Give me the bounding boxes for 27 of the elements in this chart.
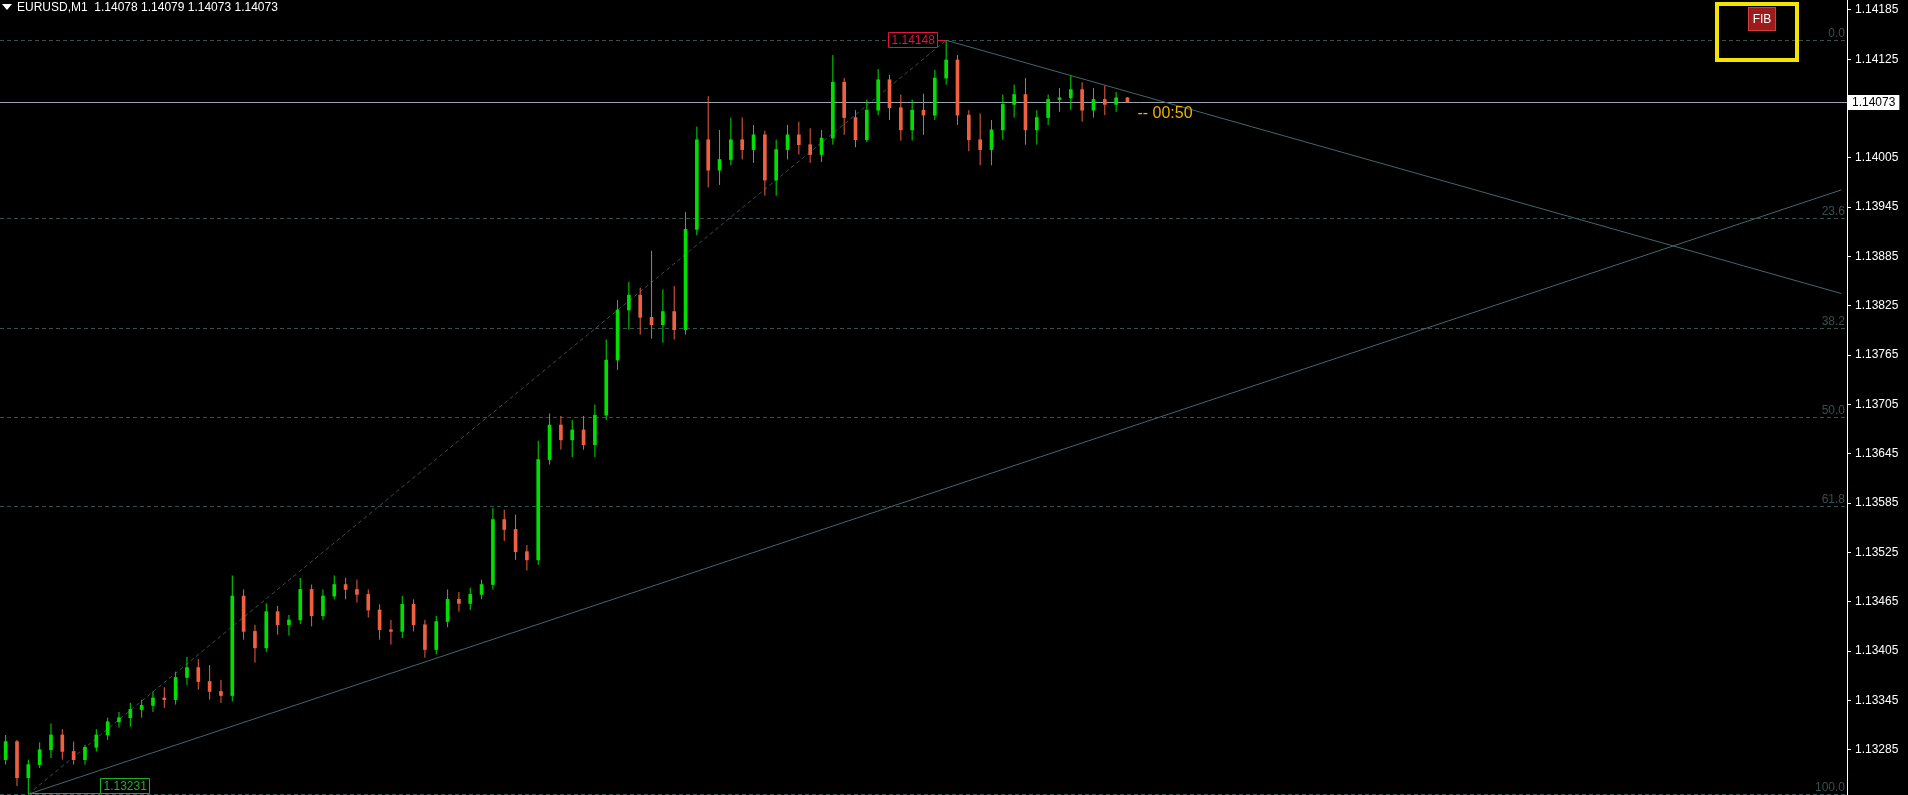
annotation: 38.2: [1821, 313, 1846, 328]
annotation: 23.6: [1821, 203, 1846, 218]
y-tick-label: 1.13705: [1855, 396, 1899, 411]
chart-title: EURUSD,M1 1.14078 1.14079 1.14073 1.14073: [17, 0, 278, 14]
y-tick-label: 1.14005: [1855, 150, 1899, 165]
text: 1.13231: [103, 778, 147, 793]
text: 1.14148: [891, 32, 935, 47]
y-tick-label: 1.13585: [1855, 495, 1899, 510]
annotation: 61.8: [1821, 491, 1846, 506]
y-tick-label: 1.13285: [1855, 742, 1899, 757]
annotation: 50.0: [1821, 402, 1846, 417]
annotation: 100.0: [1814, 779, 1846, 794]
annotation: -- 00:50: [1137, 104, 1193, 122]
y-tick-label: 1.13465: [1855, 594, 1899, 609]
y-tick-label: 1.13645: [1855, 446, 1899, 461]
button: FIB: [1748, 7, 1776, 31]
y-tick-label: 1.14185: [1855, 2, 1899, 17]
annotation: 0.0: [1828, 25, 1846, 40]
ref-line-label: 1.14073: [1852, 95, 1896, 110]
y-tick-label: 1.13825: [1855, 298, 1899, 313]
y-tick-label: 1.13885: [1855, 248, 1899, 263]
y-tick-label: 1.13765: [1855, 347, 1899, 362]
y-tick-label: 1.14125: [1855, 51, 1899, 66]
y-tick-label: 1.13405: [1855, 643, 1899, 658]
y-tick-label: 1.13525: [1855, 544, 1899, 559]
y-tick-label: 1.13945: [1855, 199, 1899, 214]
y-tick-label: 1.13345: [1855, 692, 1899, 707]
